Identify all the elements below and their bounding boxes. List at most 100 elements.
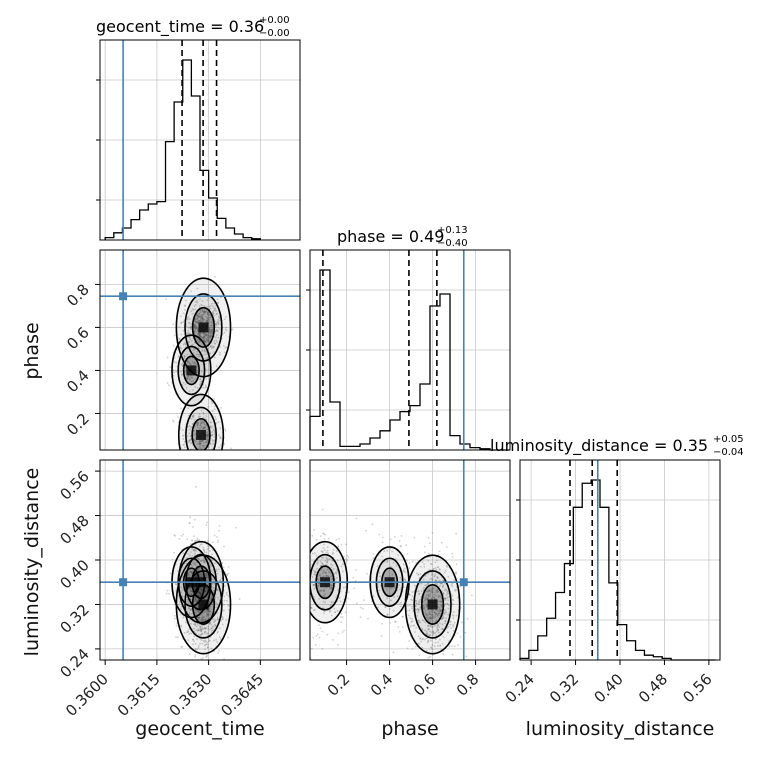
sample-point xyxy=(428,588,431,591)
sample-point xyxy=(190,612,193,615)
sample-point xyxy=(191,565,194,568)
sample-point xyxy=(207,625,210,628)
sample-point xyxy=(204,340,206,343)
sample-point xyxy=(206,588,209,591)
sample-point xyxy=(428,613,430,616)
sample-point xyxy=(313,584,315,587)
sample-point xyxy=(411,605,413,608)
sample-point xyxy=(198,442,201,445)
sample-point xyxy=(198,334,201,336)
sample-point xyxy=(188,522,191,524)
sample-point xyxy=(178,326,181,328)
sample-point xyxy=(394,620,397,623)
sample-point xyxy=(195,327,198,330)
sample-point xyxy=(207,568,209,570)
sample-point xyxy=(198,634,201,636)
sample-point xyxy=(321,562,324,565)
sample-point xyxy=(199,335,202,337)
sample-point xyxy=(324,559,327,562)
sample-point xyxy=(220,407,223,409)
sample-point xyxy=(208,314,211,317)
sample-point xyxy=(180,322,182,325)
sample-point xyxy=(183,354,186,357)
sample-point xyxy=(212,440,215,443)
sample-point xyxy=(427,583,430,585)
sample-point xyxy=(198,415,200,418)
sample-point xyxy=(199,381,202,384)
sample-point xyxy=(193,618,196,621)
sample-point xyxy=(216,536,218,538)
xlabel-geocent-time: geocent_time xyxy=(135,718,264,740)
sample-point xyxy=(182,444,185,446)
sample-point xyxy=(432,625,435,628)
sample-point xyxy=(429,634,432,636)
sample-point xyxy=(205,334,208,337)
sample-point xyxy=(218,353,221,356)
sample-point xyxy=(413,624,416,627)
sample-point xyxy=(389,538,392,541)
sample-point xyxy=(301,589,303,591)
sample-point xyxy=(209,330,211,333)
sample-point xyxy=(182,588,184,591)
sample-point xyxy=(195,454,197,456)
sample-point xyxy=(201,421,203,424)
sample-point xyxy=(227,604,230,606)
sample-point xyxy=(427,583,430,586)
sample-point xyxy=(207,545,209,547)
sample-point xyxy=(189,440,191,443)
sample-point xyxy=(180,608,182,610)
sample-point xyxy=(227,604,230,607)
sample-point xyxy=(204,335,206,338)
sample-point xyxy=(214,598,217,600)
sample-point xyxy=(201,310,204,312)
x-tick-label-phase: 0.6 xyxy=(410,670,440,700)
sample-point xyxy=(217,301,220,304)
title-luminosity-distance: luminosity_distance = 0.35 xyxy=(490,436,708,456)
sample-point xyxy=(433,596,435,599)
sample-point xyxy=(437,624,440,627)
sample-point xyxy=(196,353,199,356)
sample-point xyxy=(439,622,441,625)
sample-point xyxy=(312,636,315,639)
sample-point xyxy=(444,603,447,605)
sample-point xyxy=(198,545,201,548)
sample-point xyxy=(206,646,209,649)
x-tick-label-phase: 0.4 xyxy=(367,670,397,700)
sample-point xyxy=(204,311,207,314)
sample-point xyxy=(206,655,208,657)
sample-point xyxy=(431,614,434,617)
sample-point xyxy=(389,587,392,590)
sample-point xyxy=(197,422,199,425)
sample-point xyxy=(206,312,209,315)
sample-point xyxy=(209,335,212,338)
sample-point xyxy=(194,329,196,332)
panel-frame-phase-luminosity_distance xyxy=(309,459,511,661)
sample-point xyxy=(215,312,218,315)
sample-point xyxy=(204,590,207,593)
sample-point xyxy=(186,461,188,463)
sample-point xyxy=(209,639,211,642)
sample-point xyxy=(194,303,197,306)
sample-point xyxy=(444,694,446,696)
sample-point xyxy=(177,421,180,424)
sample-point xyxy=(441,628,444,631)
sample-point xyxy=(173,534,176,536)
sample-point xyxy=(386,613,389,616)
sample-point xyxy=(419,608,422,611)
sample-point xyxy=(305,589,307,591)
sample-point xyxy=(169,366,172,369)
sample-point xyxy=(210,321,213,324)
sample-point xyxy=(377,585,380,588)
sample-point xyxy=(386,561,388,563)
sample-point xyxy=(201,619,204,621)
sample-point xyxy=(206,548,209,551)
sample-point xyxy=(181,373,184,376)
sample-point xyxy=(198,334,201,336)
sample-point xyxy=(186,538,189,540)
sample-point xyxy=(199,592,201,594)
sample-point xyxy=(195,609,197,612)
sample-point xyxy=(211,311,214,314)
sample-point xyxy=(447,613,449,616)
sample-point xyxy=(323,571,326,574)
x-tick-label-luminosity_distance: 0.48 xyxy=(635,670,671,706)
